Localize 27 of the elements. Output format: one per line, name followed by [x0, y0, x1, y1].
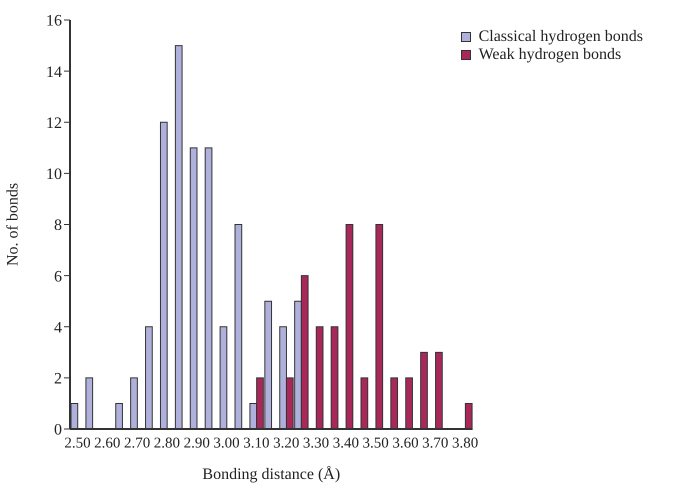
y-tick-label: 8 — [54, 217, 62, 234]
x-axis-title: Bonding distance (Å) — [202, 465, 340, 483]
x-tick-label: 3.20 — [273, 436, 300, 452]
x-tick-label: 2.90 — [184, 436, 210, 452]
y-tick-label: 14 — [46, 64, 62, 81]
x-tick-label: 3.40 — [332, 436, 359, 452]
y-tick-label: 4 — [54, 319, 62, 336]
x-tick-label: 3.30 — [302, 436, 330, 452]
x-tick-label: 2.60 — [94, 436, 120, 452]
y-tick-label: 2 — [54, 370, 62, 388]
legend-label: Weak hydrogen bonds — [478, 46, 622, 64]
legend-label: Classical hydrogen bonds — [478, 28, 643, 46]
y-axis-title: No. of bonds — [4, 182, 22, 266]
x-tick-label: 2.80 — [154, 436, 180, 452]
x-tick-label: 2.70 — [124, 436, 150, 452]
y-tick-label: 10 — [46, 166, 62, 184]
x-tick-label: 3.10 — [243, 436, 270, 452]
x-tick-label: 3.00 — [213, 436, 240, 452]
x-tick-label: 3.80 — [452, 436, 478, 452]
y-tick-label: 6 — [54, 268, 62, 286]
x-tick-label: 3.60 — [392, 436, 419, 452]
y-tick-label: 16 — [46, 12, 62, 30]
x-tick-label: 3.70 — [422, 436, 448, 452]
y-tick-label: 0 — [54, 422, 62, 439]
x-tick-label: 2.50 — [64, 436, 91, 452]
y-tick-label: 12 — [46, 114, 62, 132]
x-tick-label: 3.50 — [362, 436, 389, 452]
